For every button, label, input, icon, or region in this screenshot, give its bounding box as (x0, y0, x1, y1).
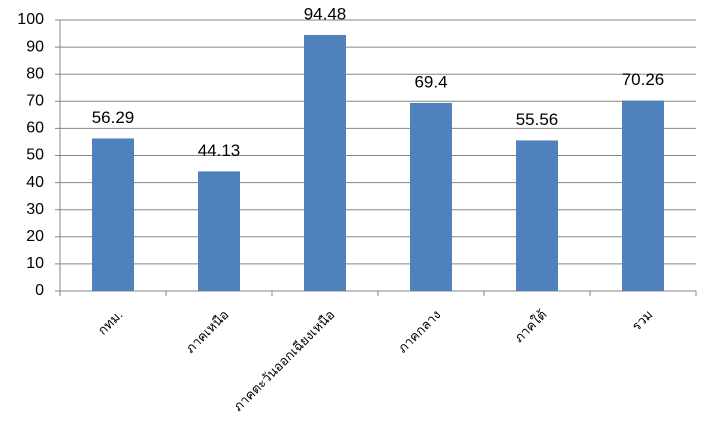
data-label: 94.48 (304, 4, 347, 23)
y-tick-label: 60 (26, 120, 44, 137)
y-tick-label: 10 (26, 255, 44, 272)
data-label: 44.13 (198, 141, 241, 160)
y-tick-label: 30 (26, 201, 44, 218)
bar (92, 138, 134, 291)
x-tick-label: รวม (629, 307, 656, 334)
bar (410, 102, 452, 292)
data-label: 56.29 (92, 108, 135, 127)
y-tick-label: 50 (26, 147, 44, 164)
data-label: 55.56 (516, 110, 559, 129)
y-tick-label: 80 (26, 65, 44, 82)
x-tick-label: กทม. (95, 307, 126, 338)
x-tick-label: ภาคเหนือ (183, 307, 232, 356)
y-tick-label: 40 (26, 174, 44, 191)
bar (198, 171, 240, 291)
x-tick-label: ภาคกลาง (395, 307, 444, 356)
data-label: 69.4 (414, 72, 447, 91)
y-tick-label: 20 (26, 228, 44, 245)
y-tick-label: 0 (35, 282, 44, 299)
data-label: 70.26 (622, 70, 665, 89)
bar (304, 34, 346, 291)
y-tick-label: 100 (17, 11, 44, 28)
x-tick-label: ภาคใต้ (511, 307, 549, 345)
bar (622, 100, 664, 291)
y-tick-label: 70 (26, 93, 44, 110)
y-tick-label: 90 (26, 38, 44, 55)
x-tick-label: ภาคตะวันออกเฉียงเหนือ (230, 307, 337, 414)
bar (516, 140, 558, 291)
